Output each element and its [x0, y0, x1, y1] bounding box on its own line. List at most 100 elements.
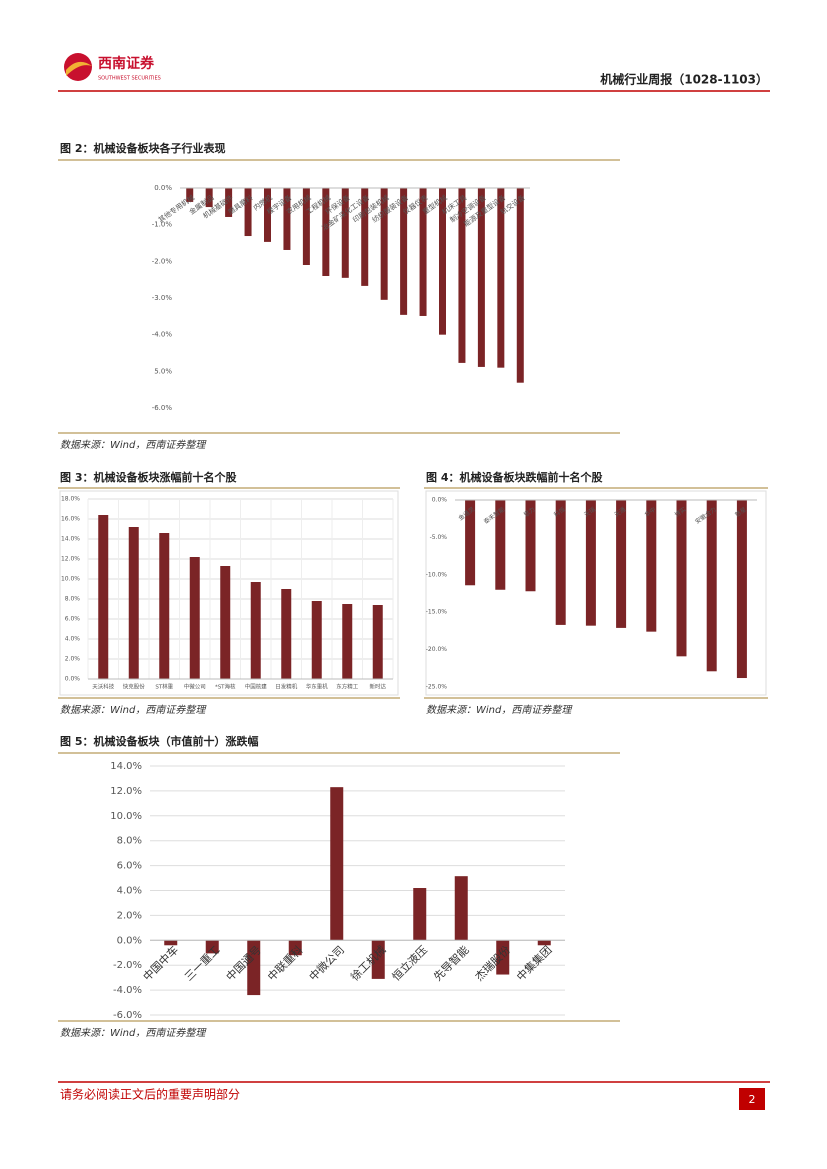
figure-title: 图 2：机械设备板块各子行业表现 — [60, 141, 225, 155]
y-tick-label: 6.0% — [65, 616, 81, 623]
bar — [159, 533, 170, 679]
y-tick-label: 5.0% — [154, 367, 172, 375]
bar — [247, 940, 261, 996]
logo-en: SOUTHWEST SECURITIES — [98, 76, 161, 82]
x-tick-label: 天沃科技 — [92, 683, 115, 691]
plot-frame — [425, 490, 767, 696]
x-tick-label: 新时达 — [369, 683, 386, 691]
bar — [454, 876, 468, 941]
bar — [465, 500, 476, 586]
bar — [496, 940, 510, 975]
bar — [250, 582, 261, 679]
bar — [205, 188, 213, 208]
x-tick-label: 中微公司 — [306, 943, 347, 984]
y-tick-label: 2.0% — [65, 656, 81, 663]
y-tick-label: 4.0% — [117, 886, 142, 897]
y-tick-label: -4.0% — [113, 985, 142, 996]
bar — [189, 557, 200, 679]
report-title: 机械行业周报（1028-1103） — [600, 72, 768, 87]
y-tick-label: 14.0% — [61, 536, 80, 543]
bar — [264, 188, 271, 242]
y-tick-label: -1.0% — [152, 221, 173, 229]
x-tick-label: 日发精机 — [275, 683, 298, 691]
x-tick-label: *ST海核 — [215, 683, 236, 691]
y-tick-label: 16.0% — [61, 516, 80, 523]
y-tick-label: 2.0% — [117, 910, 142, 921]
bar — [341, 188, 349, 278]
bar — [380, 188, 388, 300]
bar — [330, 787, 344, 941]
y-tick-label: 18.0% — [61, 496, 80, 503]
x-tick-label: 东方精工 — [336, 683, 359, 691]
bar — [205, 940, 219, 954]
bar — [342, 604, 353, 679]
y-tick-label: 14.0% — [110, 761, 142, 772]
bar — [419, 188, 427, 316]
bar — [706, 500, 717, 672]
y-tick-label: 8.0% — [65, 596, 81, 603]
bar — [244, 188, 252, 237]
y-tick-label: -3.0% — [152, 294, 173, 302]
bar — [525, 500, 536, 592]
bar — [495, 500, 506, 590]
y-tick-label: 0.0% — [154, 184, 172, 192]
figure-title: 图 3：机械设备板块涨幅前十名个股 — [60, 470, 237, 484]
y-tick-label: 0.0% — [432, 497, 448, 504]
x-tick-label: 先导智能 — [430, 943, 471, 984]
y-tick-label: 8.0% — [117, 836, 142, 847]
bar — [400, 188, 408, 315]
y-tick-label: 6.0% — [117, 861, 142, 872]
x-tick-label: 华东重机 — [306, 683, 329, 691]
bar — [616, 500, 627, 628]
bar — [371, 940, 385, 979]
y-tick-label: 10.0% — [61, 576, 80, 583]
x-tick-label: 中联重科 — [264, 943, 305, 984]
x-tick-label: 三一重工 — [181, 943, 222, 984]
y-tick-label: -6.0% — [113, 1010, 142, 1021]
footer-notice: 请务必阅读正文后的重要声明部分 — [60, 1087, 240, 1102]
bar — [585, 500, 596, 626]
bar — [128, 527, 139, 679]
bar — [372, 605, 383, 679]
bar — [497, 188, 505, 368]
bar — [98, 515, 109, 679]
bar — [288, 940, 302, 956]
y-tick-label: -2.0% — [113, 960, 142, 971]
x-tick-label: 中国核建 — [245, 683, 268, 691]
y-tick-label: 12.0% — [110, 786, 142, 797]
x-tick-label: ST林重 — [155, 683, 173, 691]
y-tick-label: 12.0% — [61, 556, 80, 563]
y-tick-label: -2.0% — [152, 257, 173, 265]
bar — [736, 500, 747, 679]
bar — [477, 188, 485, 367]
bar — [186, 188, 194, 202]
y-tick-label: 10.0% — [110, 811, 142, 822]
bar — [516, 188, 524, 383]
y-tick-label: 0.0% — [65, 676, 81, 683]
x-tick-label: 快克股份 — [123, 683, 146, 691]
x-tick-label: 中国中车 — [140, 943, 181, 984]
y-tick-label: -5.0% — [430, 534, 448, 541]
bar — [361, 188, 369, 286]
y-tick-label: -4.0% — [152, 331, 173, 339]
x-tick-label: 中集集团 — [513, 943, 554, 984]
bar — [302, 188, 310, 265]
bar — [281, 589, 292, 679]
y-tick-label: -15.0% — [426, 609, 448, 616]
bar — [413, 888, 427, 941]
bar — [537, 940, 551, 946]
bar — [322, 188, 330, 276]
figure-title: 图 5：机械设备板块（市值前十）涨跌幅 — [60, 734, 258, 748]
y-tick-label: -6.0% — [152, 404, 173, 412]
x-tick-label: 中微公司 — [184, 683, 206, 691]
bar — [676, 500, 687, 657]
figure-title: 图 4：机械设备板块跌幅前十名个股 — [426, 470, 603, 484]
bar — [164, 940, 178, 946]
figure-source: 数据来源：Wind，西南证券整理 — [426, 704, 573, 716]
page-number: 2 — [749, 1093, 756, 1106]
bar — [225, 188, 233, 217]
y-tick-label: -10.0% — [426, 571, 448, 578]
bar — [555, 500, 566, 625]
figure-source: 数据来源：Wind，西南证券整理 — [60, 439, 207, 451]
